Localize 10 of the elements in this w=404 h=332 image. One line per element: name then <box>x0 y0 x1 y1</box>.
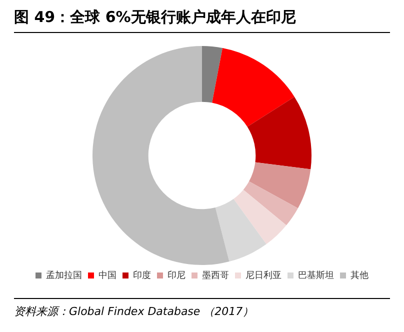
legend-label: 尼日利亚 <box>246 270 282 281</box>
chart-title: 图 49：全球 6%无银行账户成年人在印尼 <box>14 8 390 33</box>
legend-label: 印尼 <box>168 270 186 281</box>
legend-label: 中国 <box>98 270 116 281</box>
text: 资料来源：Global Findex Database （2017） <box>14 298 390 319</box>
legend-label: 孟加拉国 <box>46 270 82 281</box>
legend-label: 印度 <box>133 270 151 281</box>
legend-label: 巴基斯坦 <box>298 270 334 281</box>
legend-label: 其他 <box>350 270 368 281</box>
legend-label: 墨西哥 <box>202 270 229 281</box>
